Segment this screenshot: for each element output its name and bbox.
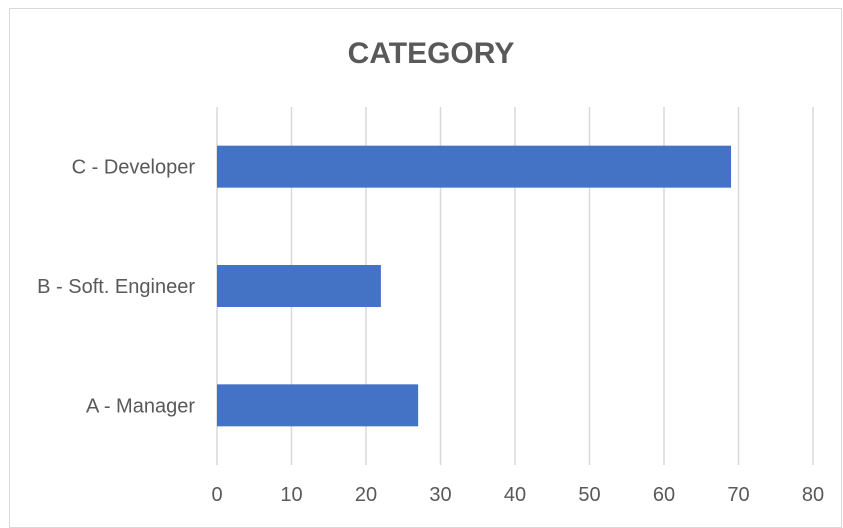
x-tick-label-6: 60 — [653, 484, 675, 506]
x-tick-label-2: 20 — [355, 484, 377, 506]
bar-0 — [217, 384, 419, 427]
category-label-1: B - Soft. Engineer — [37, 276, 195, 298]
chart-title: CATEGORY — [348, 37, 515, 70]
x-axis-tick-labels: 0 10 20 30 40 50 60 70 80 — [211, 484, 824, 506]
category-labels: A - Manager B - Soft. Engineer C - Develop… — [37, 157, 195, 418]
x-tick-label-8: 80 — [802, 484, 824, 506]
x-tick-label-1: 10 — [280, 484, 302, 506]
x-tick-label-3: 30 — [429, 484, 451, 506]
category-label-2: C - Developer — [72, 157, 196, 179]
bar-2 — [217, 145, 732, 188]
x-tick-label-0: 0 — [211, 484, 222, 506]
category-label-0: A - Manager — [86, 395, 195, 417]
x-tick-label-5: 50 — [578, 484, 600, 506]
bars — [217, 145, 732, 427]
chart-frame — [9, 8, 842, 528]
bar-1 — [217, 265, 381, 307]
x-tick-label-4: 40 — [504, 484, 526, 506]
x-tick-label-7: 70 — [727, 484, 749, 506]
